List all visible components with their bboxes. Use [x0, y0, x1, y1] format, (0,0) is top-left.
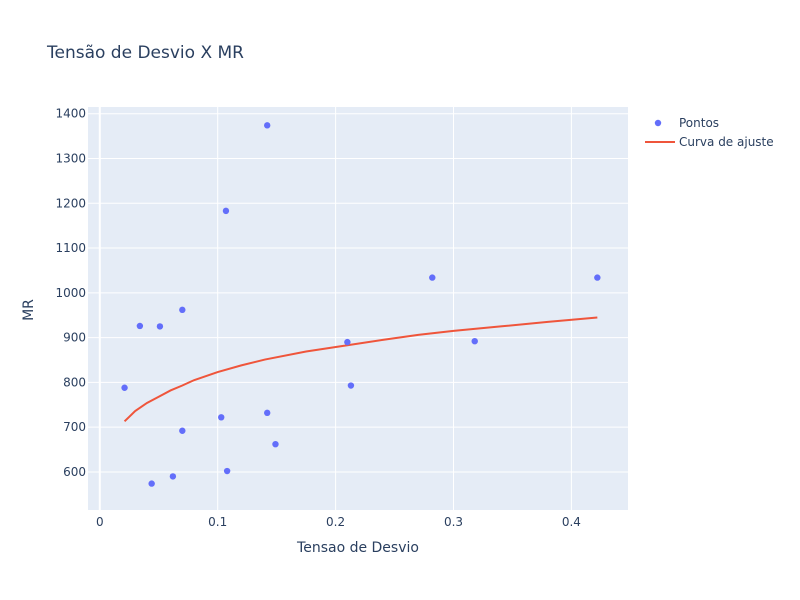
data-point	[136, 322, 144, 330]
data-point	[429, 274, 436, 281]
fit-curve-line	[123, 316, 598, 423]
data-point	[179, 306, 186, 314]
y-tick-label: 1300	[55, 151, 86, 165]
data-point	[121, 384, 128, 391]
x-gridlines	[98, 107, 572, 510]
data-point	[264, 409, 271, 417]
x-tick-labels: 0 0.1 0.2 0.3 0.4	[96, 515, 581, 529]
x-tick-label: 0.2	[326, 515, 345, 529]
data-point	[471, 337, 478, 345]
y-axis-title: MR	[21, 299, 37, 321]
data-point	[594, 274, 601, 281]
x-tick-label: 0	[96, 515, 104, 529]
legend-marker-swatch	[654, 119, 662, 127]
y-tick-labels: 600 700 800 900 1000 1100 1200 1300 1400	[55, 107, 86, 479]
marker-series-layer	[121, 122, 601, 487]
y-tick-label: 1000	[55, 286, 86, 300]
legend-item[interactable]: Curva de ajuste	[645, 135, 774, 149]
y-tick-label: 1400	[55, 107, 86, 121]
legend-label: Curva de ajuste	[679, 135, 774, 149]
data-point	[169, 473, 177, 480]
y-tick-label: 1200	[55, 196, 86, 210]
data-point	[148, 480, 155, 487]
x-tick-label: 0.1	[208, 515, 227, 529]
data-point	[272, 440, 279, 448]
data-point	[347, 382, 355, 389]
x-axis-title: Tensao de Desvio	[296, 540, 419, 556]
x-tick-label: 0.3	[444, 515, 463, 529]
y-tick-label: 800	[63, 375, 86, 389]
legend[interactable]: Pontos Curva de ajuste	[645, 116, 774, 149]
chart-title: Tensão de Desvio X MR	[46, 43, 244, 63]
data-point	[179, 427, 186, 434]
legend-item[interactable]: Pontos	[654, 116, 719, 130]
data-point	[218, 414, 225, 421]
data-point	[222, 207, 230, 215]
legend-label: Pontos	[679, 116, 719, 130]
data-point	[156, 323, 164, 330]
y-tick-label: 700	[63, 420, 86, 434]
data-point	[223, 467, 231, 475]
x-tick-label: 0.4	[562, 515, 581, 529]
plot-area	[88, 107, 628, 510]
y-tick-label: 1100	[55, 241, 86, 255]
data-point	[264, 122, 271, 129]
y-gridlines	[88, 113, 628, 473]
data-point	[344, 338, 351, 346]
line-series-layer	[123, 316, 598, 423]
y-tick-label: 900	[63, 331, 86, 345]
y-tick-label: 600	[63, 465, 86, 479]
